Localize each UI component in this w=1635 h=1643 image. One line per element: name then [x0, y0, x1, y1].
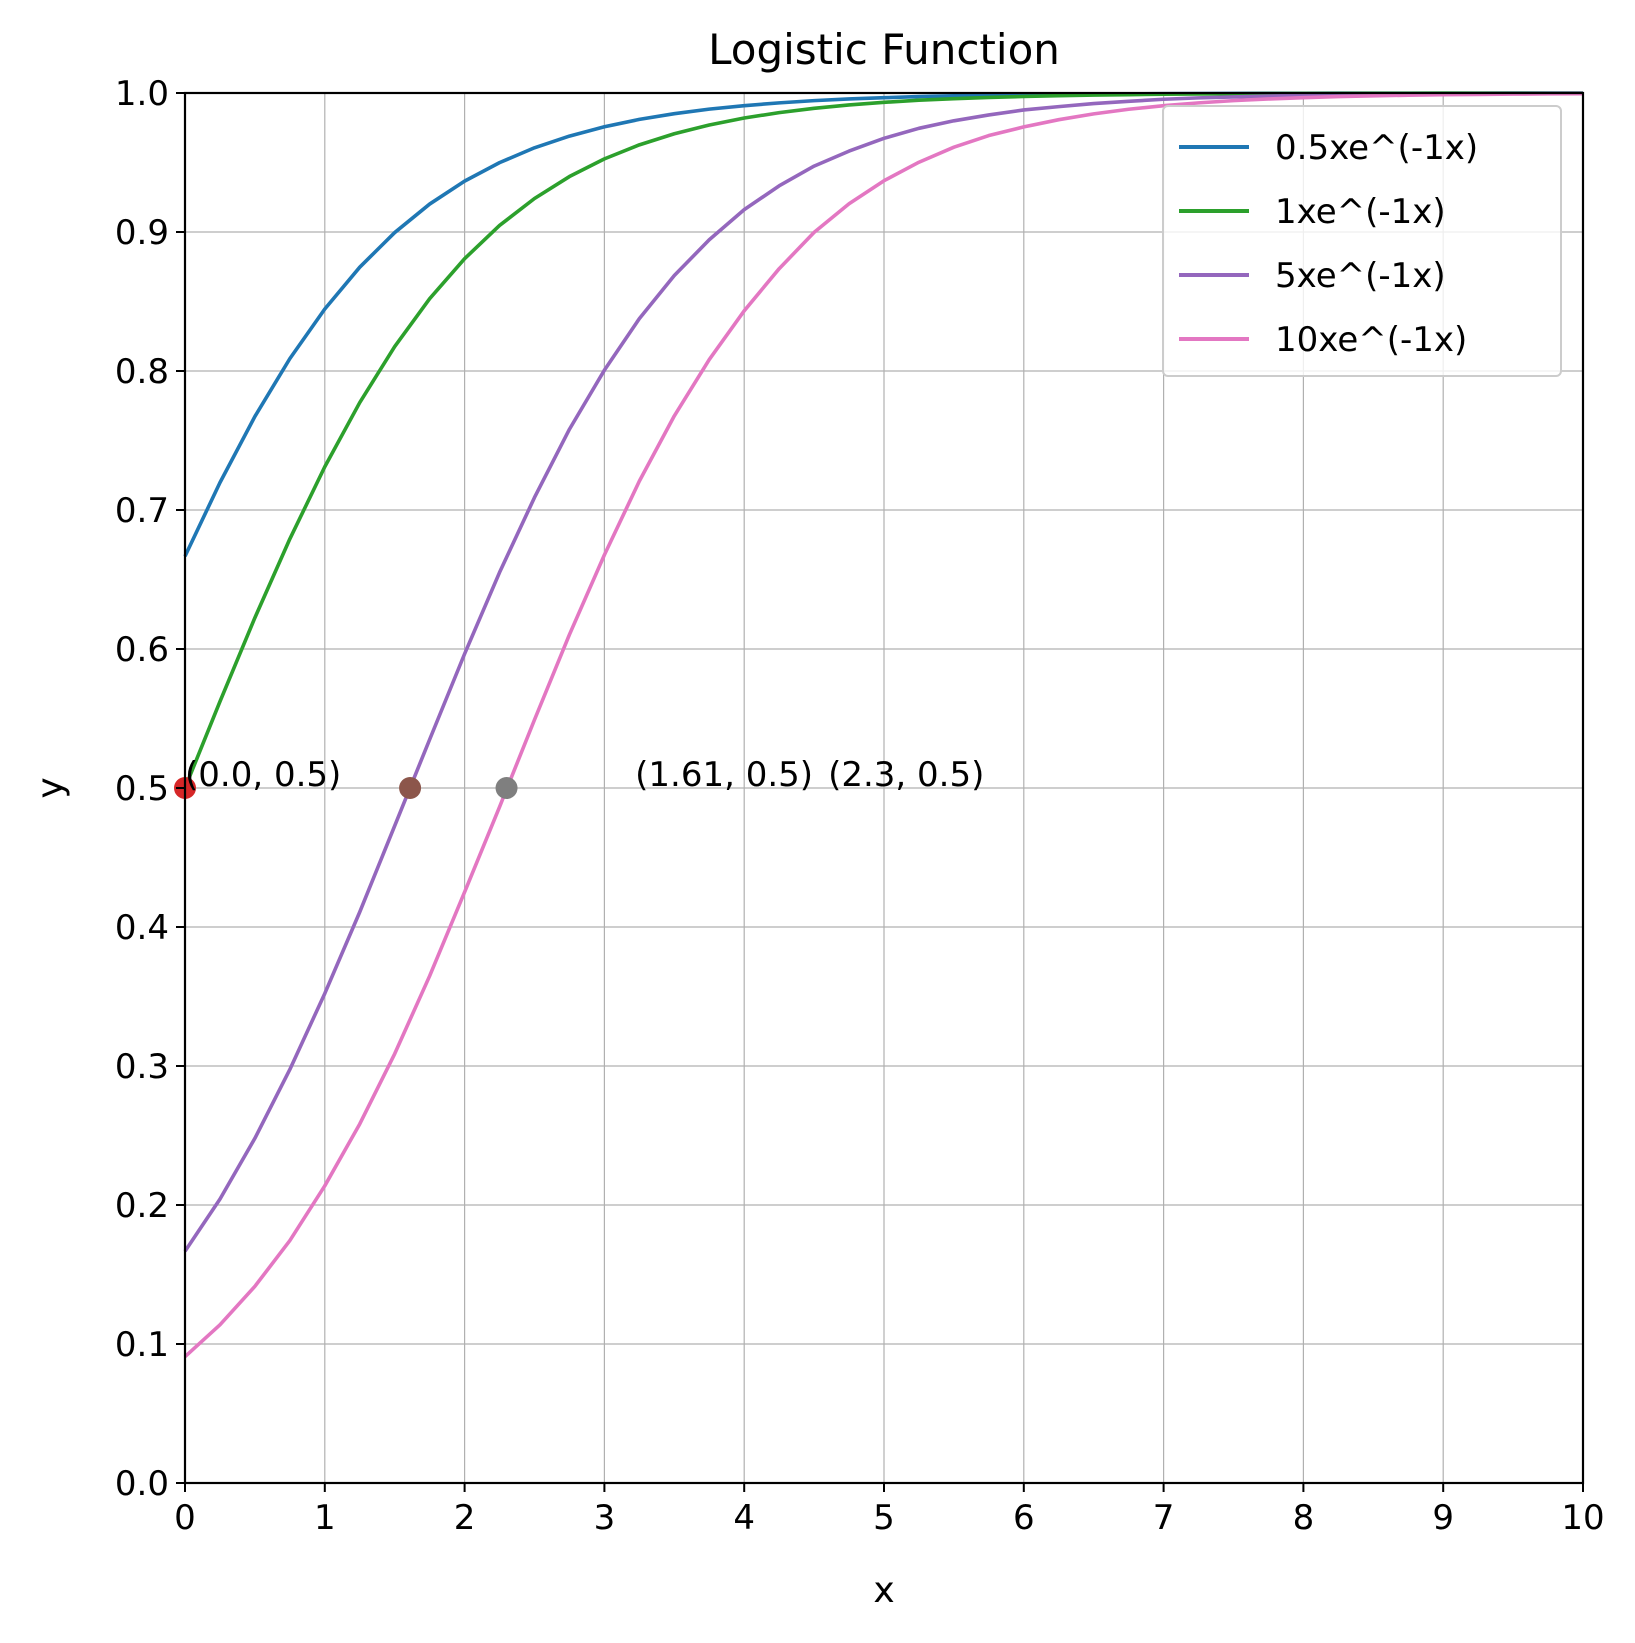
series-line — [183, 91, 1584, 1358]
marker-point — [399, 777, 422, 799]
y-tick-label: 0.9 — [115, 213, 169, 253]
legend-box — [1162, 105, 1562, 377]
legend-label: 1xe^(-1x) — [1275, 192, 1446, 232]
x-tick-label: 6 — [1013, 1498, 1035, 1538]
x-tick-label: 3 — [594, 1498, 616, 1538]
legend-label: 5xe^(-1x) — [1275, 256, 1446, 296]
y-tick-label: 0.1 — [115, 1325, 169, 1365]
point-annotation: (2.3, 0.5) — [828, 755, 984, 795]
annotations: (0.0, 0.5) (1.61, 0.5) (2.3, 0.5) — [185, 755, 984, 795]
y-tick-label: 0.7 — [115, 491, 169, 531]
y-tick-label: 0.0 — [115, 1464, 169, 1504]
x-tick-label: 7 — [1153, 1498, 1175, 1538]
legend-label: 0.5xe^(-1x) — [1275, 128, 1478, 168]
x-tick-label: 4 — [733, 1498, 755, 1538]
y-tick-label: 0.2 — [115, 1186, 169, 1226]
legend: 0.5xe^(-1x) 1xe^(-1x) 5xe^(-1x) 10xe^(-1x) — [1162, 105, 1562, 377]
marker-point — [495, 777, 518, 799]
legend-label: 10xe^(-1x) — [1275, 320, 1467, 360]
y-tick-label: 0.8 — [115, 352, 169, 392]
x-tick-label: 5 — [873, 1498, 895, 1538]
y-tick-label: 0.6 — [115, 630, 169, 670]
x-tick-label: 1 — [314, 1498, 336, 1538]
y-axis-label: y — [30, 777, 71, 798]
x-tick-label: 10 — [1561, 1498, 1604, 1538]
x-tick-label: 0 — [174, 1498, 196, 1538]
y-tick-label: 0.5 — [115, 769, 169, 809]
x-tick-label: 2 — [454, 1498, 476, 1538]
y-tick-label: 0.3 — [115, 1047, 169, 1087]
y-tick-label: 0.4 — [115, 908, 169, 948]
y-tick-label: 1.0 — [115, 74, 169, 114]
point-annotation: (1.61, 0.5) — [635, 755, 813, 795]
chart-title: Logistic Function — [708, 25, 1060, 74]
x-tick-label: 9 — [1432, 1498, 1454, 1538]
axis-ticks: 0 1 2 3 4 5 6 7 8 9 10 0.0 0.1 0.2 0.3 0.4 0.5 0.6 0.7 0.8 0… — [115, 74, 1605, 1538]
x-tick-label: 8 — [1293, 1498, 1315, 1538]
x-axis-label: x — [873, 1570, 894, 1611]
point-annotation: (0.0, 0.5) — [185, 755, 341, 795]
